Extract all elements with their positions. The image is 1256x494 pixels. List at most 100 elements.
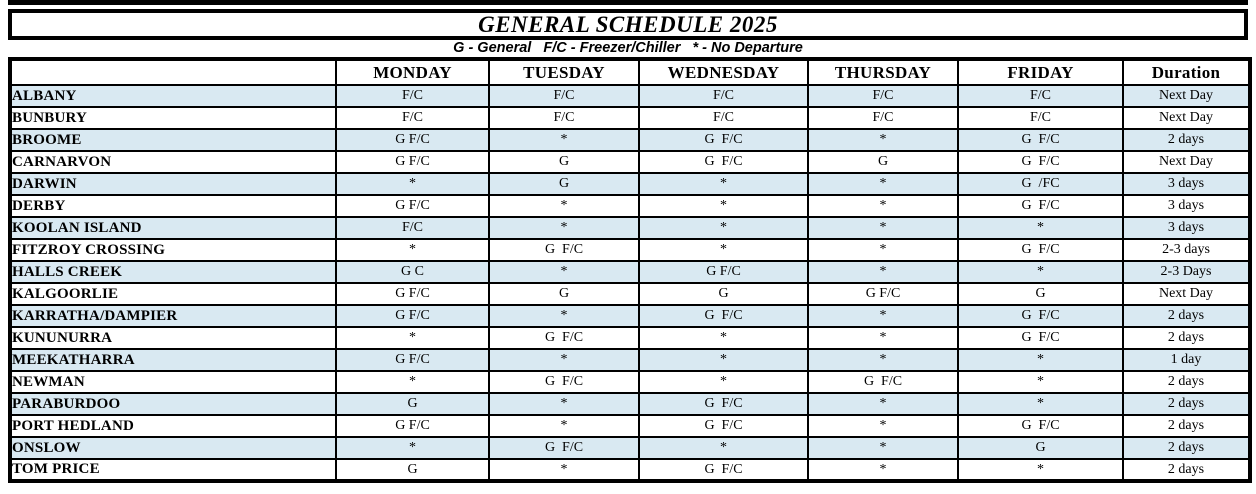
column-header: FRIDAY [957, 58, 1124, 86]
duration-cell: Next Day [1122, 282, 1251, 306]
schedule-cell: * [488, 458, 640, 482]
city-cell: BROOME [9, 128, 337, 152]
schedule-cell: G [488, 172, 640, 196]
schedule-cell: * [638, 370, 809, 394]
schedule-cell: * [957, 392, 1124, 416]
table-row: CARNARVON G F/C G G F/C G G F/C Next Day [9, 150, 1251, 174]
schedule-cell: F/C [638, 106, 809, 130]
city-cell: PORT HEDLAND [9, 414, 337, 438]
city-cell: ONSLOW [9, 436, 337, 460]
schedule-cell: * [335, 326, 490, 350]
table-row: MEEKATHARRA G F/C * * * * 1 day [9, 348, 1251, 372]
column-header: WEDNESDAY [638, 58, 809, 86]
city-cell: TOM PRICE [9, 458, 337, 482]
city-cell: KOOLAN ISLAND [9, 216, 337, 240]
schedule-cell: * [807, 194, 959, 218]
city-cell: FITZROY CROSSING [9, 238, 337, 262]
page-title: GENERAL SCHEDULE 2025 [478, 11, 778, 37]
header-row: MONDAY TUESDAY WEDNESDAY THURSDAY FRIDAY Dura… [9, 58, 1251, 86]
duration-cell: 2 days [1122, 436, 1251, 460]
schedule-cell: * [807, 392, 959, 416]
schedule-cell: G [807, 150, 959, 174]
duration-cell: 2 days [1122, 128, 1251, 152]
schedule-cell: * [335, 172, 490, 196]
schedule-cell: G F/C [335, 150, 490, 174]
schedule-cell: * [807, 238, 959, 262]
duration-cell: 3 days [1122, 194, 1251, 218]
schedule-cell: * [638, 216, 809, 240]
top-divider-bar [8, 0, 1248, 5]
schedule-cell: F/C [957, 106, 1124, 130]
schedule-cell: * [488, 216, 640, 240]
column-header: THURSDAY [807, 58, 959, 86]
duration-cell: 2 days [1122, 370, 1251, 394]
city-cell: KALGOORLIE [9, 282, 337, 306]
schedule-cell: F/C [807, 84, 959, 108]
schedule-cell: G F/C [335, 128, 490, 152]
schedule-cell: * [807, 216, 959, 240]
city-cell: MEEKATHARRA [9, 348, 337, 372]
table-row: KALGOORLIE G F/C G G G F/C G Next Day [9, 282, 1251, 306]
table-row: PARABURDOO G * G F/C * * 2 days [9, 392, 1251, 416]
column-header: Duration [1122, 58, 1251, 86]
schedule-cell: F/C [807, 106, 959, 130]
schedule-table-header: MONDAY TUESDAY WEDNESDAY THURSDAY FRIDAY Dura… [9, 58, 1251, 86]
city-cell: ALBANY [9, 84, 337, 108]
schedule-cell: G F/C [638, 260, 809, 284]
schedule-cell: * [807, 436, 959, 460]
table-row: HALLS CREEK G C * G F/C * * 2-3 Days [9, 260, 1251, 284]
schedule-cell: * [957, 260, 1124, 284]
schedule-cell: F/C [488, 106, 640, 130]
duration-cell: 2-3 days [1122, 238, 1251, 262]
schedule-cell: G F/C [335, 414, 490, 438]
schedule-cell: G F/C [807, 282, 959, 306]
schedule-cell: * [807, 326, 959, 350]
schedule-cell: G F/C [638, 458, 809, 482]
table-row: BUNBURY F/C F/C F/C F/C F/C Next Day [9, 106, 1251, 130]
schedule-cell: G F/C [957, 414, 1124, 438]
duration-cell: 2 days [1122, 414, 1251, 438]
schedule-cell: G F/C [488, 238, 640, 262]
schedule-cell: G /FC [957, 172, 1124, 196]
city-cell: KARRATHA/DAMPIER [9, 304, 337, 328]
schedule-cell: G F/C [638, 128, 809, 152]
schedule-cell: G F/C [807, 370, 959, 394]
schedule-cell: * [488, 194, 640, 218]
schedule-cell: * [807, 458, 959, 482]
city-cell: CARNARVON [9, 150, 337, 174]
table-row: FITZROY CROSSING * G F/C * * G F/C 2-3 days [9, 238, 1251, 262]
schedule-cell: * [488, 414, 640, 438]
duration-cell: 3 days [1122, 216, 1251, 240]
schedule-cell: G F/C [957, 238, 1124, 262]
schedule-cell: * [488, 128, 640, 152]
duration-cell: Next Day [1122, 84, 1251, 108]
schedule-cell: F/C [638, 84, 809, 108]
schedule-cell: G F/C [957, 304, 1124, 328]
table-row: ALBANY F/C F/C F/C F/C F/C Next Day [9, 84, 1251, 108]
schedule-cell: * [335, 436, 490, 460]
schedule-cell: * [488, 348, 640, 372]
schedule-cell: G [638, 282, 809, 306]
duration-cell: 2-3 Days [1122, 260, 1251, 284]
title-box: GENERAL SCHEDULE 2025 [8, 9, 1248, 40]
city-cell: BUNBURY [9, 106, 337, 130]
table-row: KARRATHA/DAMPIER G F/C * G F/C * G F/C 2 days [9, 304, 1251, 328]
schedule-cell: F/C [335, 84, 490, 108]
table-row: TOM PRICE G * G F/C * * 2 days [9, 458, 1251, 482]
schedule-table: MONDAY TUESDAY WEDNESDAY THURSDAY FRIDAY Dura… [8, 57, 1252, 483]
duration-cell: 2 days [1122, 304, 1251, 328]
schedule-cell: G F/C [957, 150, 1124, 174]
table-row: DARWIN * G * * G /FC 3 days [9, 172, 1251, 196]
schedule-cell: G [488, 282, 640, 306]
column-header-city [9, 58, 337, 86]
duration-cell: 2 days [1122, 458, 1251, 482]
schedule-cell: G F/C [957, 128, 1124, 152]
schedule-cell: * [638, 348, 809, 372]
schedule-cell: * [807, 260, 959, 284]
table-row: DERBY G F/C * * * G F/C 3 days [9, 194, 1251, 218]
schedule-cell: * [638, 326, 809, 350]
table-row: KUNUNURRA * G F/C * * G F/C 2 days [9, 326, 1251, 350]
schedule-cell: G F/C [488, 370, 640, 394]
schedule-cell: G F/C [638, 414, 809, 438]
schedule-cell: G C [335, 260, 490, 284]
